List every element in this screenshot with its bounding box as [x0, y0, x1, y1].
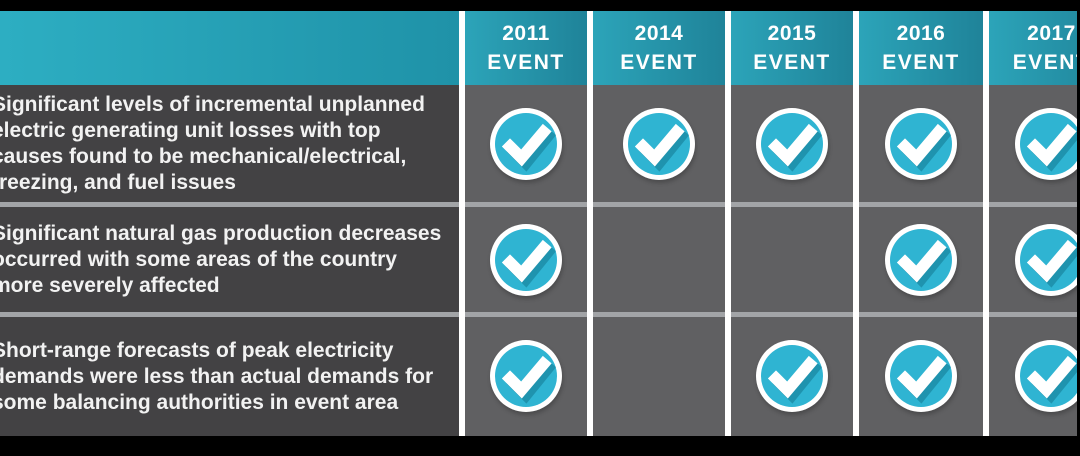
column-event-label: EVENT	[882, 51, 960, 74]
check-circle-icon	[490, 224, 562, 296]
row-divider	[0, 312, 1077, 317]
check-circle-icon	[490, 340, 562, 412]
criterion-row-2-label: Significant natural gas production decre…	[0, 221, 442, 297]
check-circle-icon	[1015, 340, 1077, 412]
column-header-2016: 2016 EVENT	[859, 11, 983, 85]
check-circle-icon	[490, 108, 562, 180]
table-content-area: 2011 EVENT 2014 EVENT 2015 EVENT 2016 EV…	[0, 11, 1077, 436]
column-divider	[853, 11, 859, 436]
check-circle-icon	[1015, 224, 1077, 296]
column-year-label: 2014	[634, 22, 684, 45]
column-year-label: 2015	[767, 22, 817, 45]
column-year-label: 2011	[502, 22, 550, 45]
column-divider	[459, 11, 465, 436]
column-divider	[983, 11, 989, 436]
column-event-label: EVENT	[1012, 51, 1077, 74]
column-header-2014: 2014 EVENT	[593, 11, 725, 85]
criteria-column-background	[0, 85, 459, 436]
check-circle-icon	[1015, 108, 1077, 180]
check-circle-icon	[885, 108, 957, 180]
check-circle-icon	[623, 108, 695, 180]
column-event-label: EVENT	[620, 51, 698, 74]
column-year-label: 2017	[1027, 22, 1076, 45]
check-circle-icon	[756, 108, 828, 180]
row-divider	[0, 202, 1077, 207]
criterion-row-3-label: Short-range forecasts of peak electricit…	[0, 338, 434, 414]
column-event-label: EVENT	[487, 51, 565, 74]
header-spacer-cell	[0, 11, 459, 85]
column-header-2017: 2017 EVENT	[989, 11, 1077, 85]
column-header-2015: 2015 EVENT	[731, 11, 853, 85]
column-event-label: EVENT	[753, 51, 831, 74]
check-circle-icon	[885, 340, 957, 412]
column-divider	[587, 11, 593, 436]
column-year-label: 2016	[896, 22, 946, 45]
check-circle-icon	[885, 224, 957, 296]
column-divider	[725, 11, 731, 436]
column-header-2011: 2011 EVENT	[465, 11, 587, 85]
criterion-row-1-label: Significant levels of incremental unplan…	[0, 92, 425, 194]
check-circle-icon	[756, 340, 828, 412]
